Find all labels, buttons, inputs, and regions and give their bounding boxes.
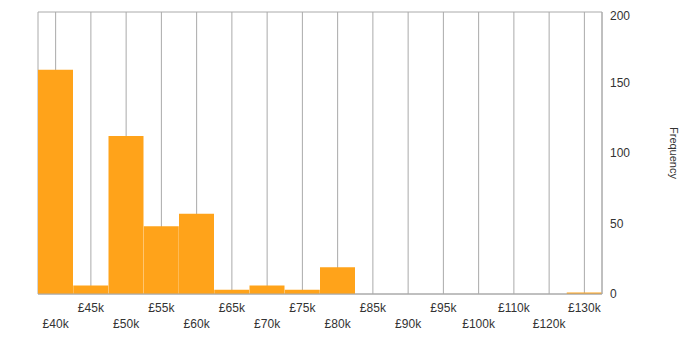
svg-text:£50k: £50k (113, 317, 140, 331)
svg-text:£55k: £55k (148, 301, 175, 315)
svg-text:150: 150 (610, 76, 630, 90)
svg-text:£60k: £60k (184, 317, 211, 331)
svg-text:50: 50 (610, 217, 624, 231)
svg-text:£90k: £90k (395, 317, 422, 331)
svg-text:0: 0 (610, 287, 617, 301)
svg-text:£40k: £40k (43, 317, 70, 331)
svg-text:£45k: £45k (78, 301, 105, 315)
svg-text:200: 200 (610, 9, 630, 23)
svg-text:£85k: £85k (360, 301, 387, 315)
svg-text:£65k: £65k (219, 301, 246, 315)
svg-text:£110k: £110k (498, 301, 531, 315)
svg-text:£75k: £75k (289, 301, 316, 315)
svg-text:£70k: £70k (254, 317, 281, 331)
svg-text:£100k: £100k (462, 317, 496, 331)
svg-text:£95k: £95k (430, 301, 457, 315)
svg-text:100: 100 (610, 146, 630, 160)
svg-text:£130k: £130k (568, 301, 602, 315)
svg-text:£120k: £120k (533, 317, 567, 331)
svg-text:£80k: £80k (325, 317, 352, 331)
svg-text:Frequency: Frequency (668, 127, 680, 179)
